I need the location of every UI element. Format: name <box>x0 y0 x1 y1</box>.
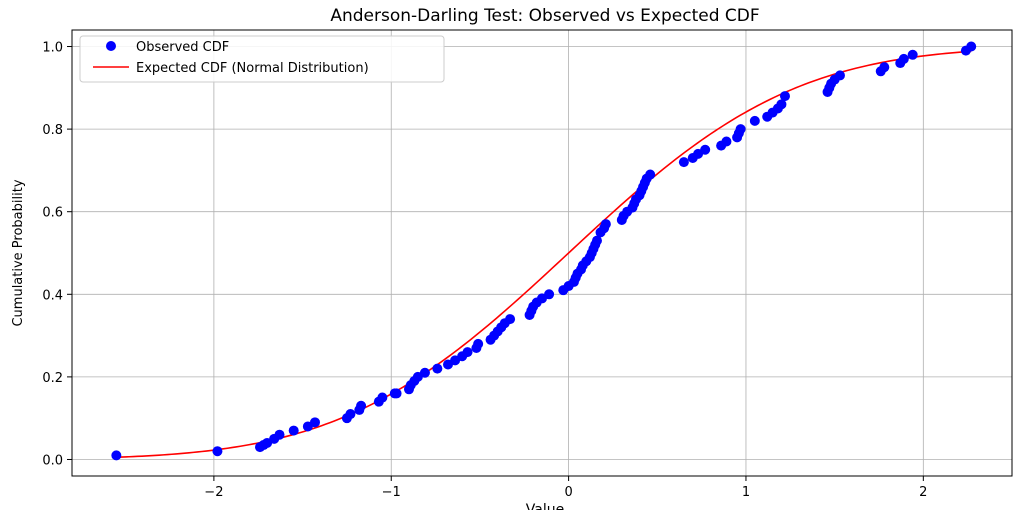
observed-cdf-point <box>776 99 787 110</box>
observed-cdf-point <box>591 235 602 246</box>
observed-cdf-point <box>377 392 388 403</box>
observed-cdf-point <box>309 417 320 428</box>
y-axis-ticks: 0.0 0.2 0.4 0.6 0.8 1.0 <box>42 41 72 468</box>
legend: Observed CDF Expected CDF (Normal Distri… <box>79 35 445 83</box>
observed-cdf-points <box>111 41 977 461</box>
x-tick-label: 0 <box>564 485 572 500</box>
observed-cdf-point <box>274 429 285 440</box>
legend-marker-observed <box>106 41 116 51</box>
observed-cdf-point <box>391 388 402 399</box>
x-axis-ticks: −2 −1 0 1 2 <box>204 476 927 500</box>
observed-cdf-point <box>879 62 890 73</box>
x-tick-label: −2 <box>204 485 223 500</box>
x-axis-label: Value <box>526 502 564 510</box>
observed-cdf-point <box>288 425 299 436</box>
observed-cdf-point <box>419 367 430 378</box>
legend-label-observed: Observed CDF <box>136 40 229 55</box>
observed-cdf-point <box>345 409 356 420</box>
y-tick-label: 0.8 <box>42 123 63 138</box>
observed-cdf-point <box>212 446 223 457</box>
observed-cdf-point <box>721 136 732 147</box>
y-tick-label: 0.2 <box>42 371 63 386</box>
observed-cdf-point <box>735 124 746 135</box>
observed-cdf-point <box>898 53 909 64</box>
expected-cdf-path <box>116 50 972 459</box>
x-tick-label: 1 <box>742 485 750 500</box>
observed-cdf-point <box>834 70 845 81</box>
observed-cdf-point <box>700 144 711 155</box>
observed-cdf-point <box>966 41 977 52</box>
observed-cdf-point <box>462 347 473 358</box>
y-tick-label: 1.0 <box>42 41 63 56</box>
observed-cdf-point <box>356 400 367 411</box>
observed-cdf-point <box>907 49 918 60</box>
observed-cdf-point <box>749 115 760 126</box>
observed-cdf-point <box>600 219 611 230</box>
observed-cdf-point <box>505 314 516 325</box>
observed-cdf-point <box>779 91 790 102</box>
x-tick-label: −1 <box>382 485 401 500</box>
expected-cdf-line <box>116 50 972 459</box>
grid <box>72 30 1012 476</box>
legend-box <box>79 35 445 83</box>
y-axis-label: Cumulative Probability <box>11 179 26 326</box>
plot-area <box>71 29 1013 477</box>
chart-title: Anderson-Darling Test: Observed vs Expec… <box>330 6 759 26</box>
observed-cdf-point <box>473 338 484 349</box>
y-tick-label: 0.0 <box>42 453 63 468</box>
observed-cdf-point <box>544 289 555 300</box>
observed-cdf-point <box>432 363 443 374</box>
observed-cdf-point <box>645 169 656 180</box>
observed-cdf-point <box>111 450 122 461</box>
legend-label-expected: Expected CDF (Normal Distribution) <box>136 61 369 76</box>
x-tick-label: 2 <box>919 485 927 500</box>
y-tick-label: 0.6 <box>42 206 63 221</box>
y-tick-label: 0.4 <box>42 288 63 303</box>
observed-cdf-point <box>678 157 689 168</box>
